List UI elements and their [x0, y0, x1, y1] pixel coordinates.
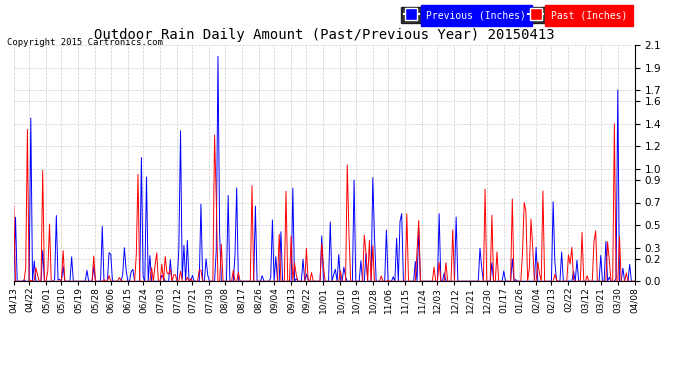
Text: Copyright 2015 Cartronics.com: Copyright 2015 Cartronics.com — [7, 38, 163, 47]
Legend: Previous (Inches), Past (Inches): Previous (Inches), Past (Inches) — [401, 8, 630, 23]
Title: Outdoor Rain Daily Amount (Past/Previous Year) 20150413: Outdoor Rain Daily Amount (Past/Previous… — [94, 28, 555, 42]
